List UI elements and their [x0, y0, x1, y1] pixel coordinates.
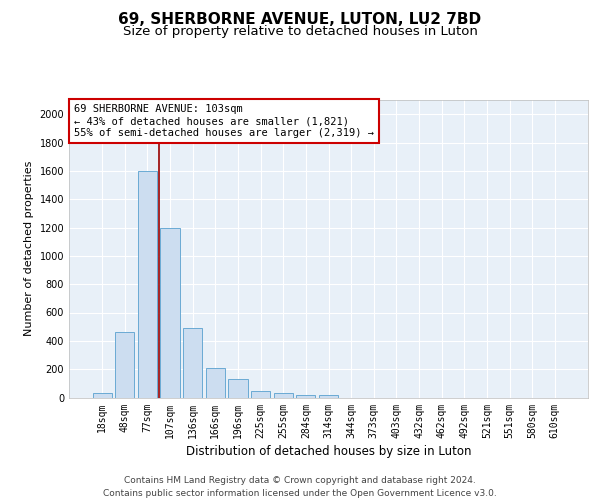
Text: Contains HM Land Registry data © Crown copyright and database right 2024.
Contai: Contains HM Land Registry data © Crown c… — [103, 476, 497, 498]
Bar — [251, 391, 270, 398]
Bar — [115, 332, 134, 398]
Y-axis label: Number of detached properties: Number of detached properties — [24, 161, 34, 336]
Text: 69, SHERBORNE AVENUE, LUTON, LU2 7BD: 69, SHERBORNE AVENUE, LUTON, LU2 7BD — [118, 12, 482, 26]
Bar — [229, 379, 248, 398]
Bar — [183, 328, 202, 398]
Bar — [206, 368, 225, 398]
Text: Size of property relative to detached houses in Luton: Size of property relative to detached ho… — [122, 26, 478, 38]
X-axis label: Distribution of detached houses by size in Luton: Distribution of detached houses by size … — [186, 444, 471, 458]
Text: 69 SHERBORNE AVENUE: 103sqm
← 43% of detached houses are smaller (1,821)
55% of : 69 SHERBORNE AVENUE: 103sqm ← 43% of det… — [74, 104, 374, 138]
Bar — [319, 396, 338, 398]
Bar — [138, 171, 157, 398]
Bar — [92, 393, 112, 398]
Bar — [296, 394, 316, 398]
Bar — [160, 228, 180, 398]
Bar — [274, 393, 293, 398]
